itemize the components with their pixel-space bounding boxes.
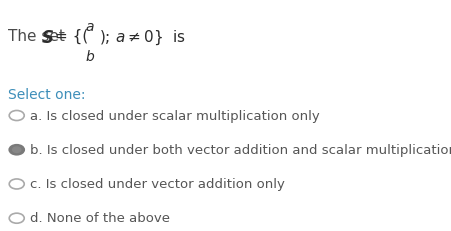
Text: a. Is closed under scalar multiplication only: a. Is closed under scalar multiplication… [30,110,320,123]
Text: b. Is closed under both vector addition and scalar multiplication: b. Is closed under both vector addition … [30,144,451,157]
Text: d. None of the above: d. None of the above [30,213,170,225]
Text: $); \, \mathit{a} \neq 0\}$  is: $); \, \mathit{a} \neq 0\}$ is [99,29,186,47]
Text: = {(: = {( [55,29,88,44]
Text: c. Is closed under vector addition only: c. Is closed under vector addition only [30,178,285,191]
Text: $\mathit{b}$: $\mathit{b}$ [85,49,95,64]
Text: The set: The set [8,29,70,44]
Text: $\boldsymbol{S}$: $\boldsymbol{S}$ [41,29,54,47]
Circle shape [9,145,24,155]
Text: $\mathit{a}$: $\mathit{a}$ [85,20,95,34]
Circle shape [13,147,21,152]
Text: Select one:: Select one: [8,88,86,102]
